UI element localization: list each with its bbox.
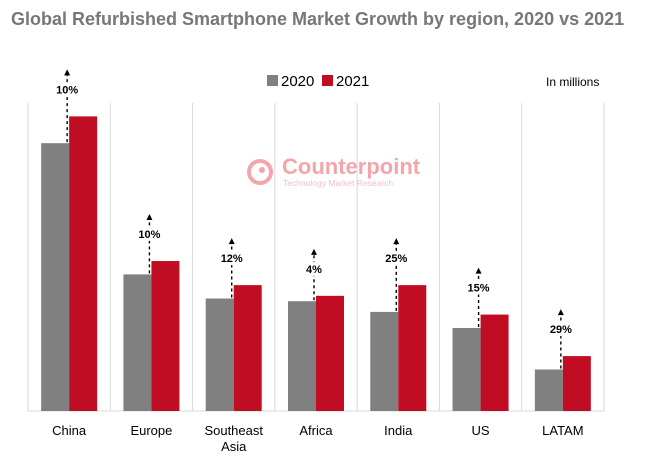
bar-2020-china [41,143,70,411]
bar-2020-africa [288,301,316,411]
growth-label-bg [136,227,163,242]
bar-2021-africa [316,295,344,411]
growth-label-bg [301,261,327,276]
growth-arrow-head-icon [393,238,400,245]
growth-label-southeast-asia: 12% [221,253,243,265]
bar-2020-europe [123,274,152,411]
category-label-southeast-asia: Southeast Asia [204,423,263,454]
bar-2021-southeast-asia [233,285,262,411]
growth-label-bg [54,82,81,97]
growth-label-bg [383,251,410,266]
bar-2020-southeast-asia [205,298,234,411]
legend-label-2020: 2020 [281,73,314,90]
category-labels: China Europe Southeast Asia Africa India US LAT… [52,423,583,454]
unit-label: In millions [546,75,599,89]
growth-label-latam: 29% [550,324,572,336]
growth-label-bg [547,322,574,337]
bar-2021-latam [562,356,591,411]
counterpoint-watermark: Counterpoint Technology Market Research [247,154,421,188]
bar-2021-india [398,285,427,411]
chart-title: Global Refurbished Smartphone Market Gro… [11,9,624,29]
growth-arrow-head-icon [557,309,564,316]
legend-swatch-2020 [267,75,278,86]
growth-arrow-head-icon [475,267,482,274]
bar-2021-china [69,116,98,412]
legend-swatch-2021 [322,75,333,86]
growth-label-china: 10% [56,84,78,96]
bar-2021-us [480,314,509,411]
growth-annotations: 10% 10% 12% 4% 25% 15% 29% [54,69,574,369]
growth-arrow-head-icon [228,238,235,245]
growth-label-bg [465,280,492,295]
category-label-us: US [472,423,490,438]
growth-label-bg [218,251,245,266]
bars [41,116,591,412]
category-label-africa: Africa [299,423,333,438]
growth-label-india: 25% [385,253,407,265]
bar-2021-europe [151,261,180,411]
bar-2020-india [370,311,399,411]
category-label-china: China [52,423,87,438]
counterpoint-logo-icon [247,159,273,185]
category-label-europe: Europe [130,423,172,438]
growth-label-africa: 4% [306,264,322,276]
watermark-tagline: Technology Market Research [283,178,393,188]
bar-2020-latam [534,369,563,411]
growth-label-europe: 10% [138,229,160,241]
bar-2020-us [452,327,481,411]
growth-arrow-head-icon [64,69,71,76]
category-label-india: India [384,423,413,438]
growth-arrow-head-icon [146,214,153,221]
legend-label-2021: 2021 [336,73,369,90]
category-label-latam: LATAM [542,423,583,438]
growth-arrow-head-icon [311,248,317,255]
legend: 2020 2021 [267,73,369,90]
growth-label-us: 15% [468,283,490,295]
watermark-name: Counterpoint [282,154,421,179]
